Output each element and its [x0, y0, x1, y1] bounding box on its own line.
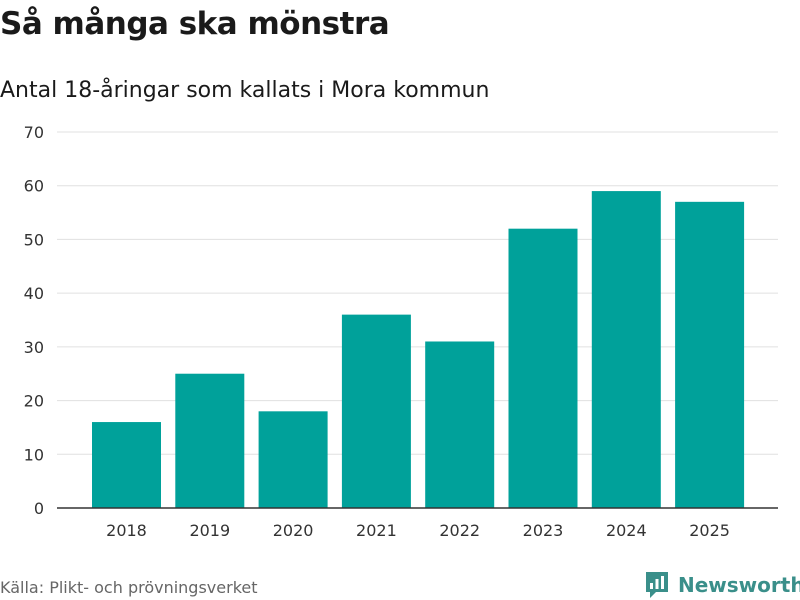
brand-name: Newsworthy [678, 573, 800, 597]
x-tick-label-2022: 2022 [439, 521, 480, 540]
y-tick-label-20: 20 [24, 392, 44, 411]
x-tick-label-2018: 2018 [106, 521, 147, 540]
x-tick-label-2020: 2020 [273, 521, 314, 540]
bar-2020 [258, 411, 328, 508]
y-tick-label-60: 60 [24, 177, 44, 196]
bar-2024 [591, 191, 661, 509]
x-tick-label-2024: 2024 [606, 521, 647, 540]
x-tick-label-2025: 2025 [689, 521, 730, 540]
chart-subtitle: Antal 18-åringar som kallats i Mora komm… [0, 78, 490, 103]
y-tick-label-0: 0 [34, 499, 44, 518]
bar-2022 [425, 341, 495, 508]
chart-title: Så många ska mönstra [0, 6, 390, 42]
x-tick-label-2023: 2023 [523, 521, 564, 540]
newsworthy-logo-icon [646, 572, 668, 598]
y-tick-label-70: 70 [24, 123, 44, 142]
x-tick-label-2021: 2021 [356, 521, 397, 540]
bar-2025 [675, 201, 745, 509]
source-note: Källa: Plikt- och prövningsverket [0, 578, 258, 597]
x-tick-label-2019: 2019 [189, 521, 230, 540]
bar-2023 [508, 228, 578, 508]
brand-logo: Newsworthy [644, 570, 800, 600]
y-tick-label-30: 30 [24, 338, 44, 357]
y-tick-label-40: 40 [24, 284, 44, 303]
bar-2019 [175, 373, 245, 508]
y-tick-label-50: 50 [24, 230, 44, 249]
y-tick-label-10: 10 [24, 445, 44, 464]
bar-2021 [341, 314, 411, 508]
bar-2018 [92, 422, 161, 508]
